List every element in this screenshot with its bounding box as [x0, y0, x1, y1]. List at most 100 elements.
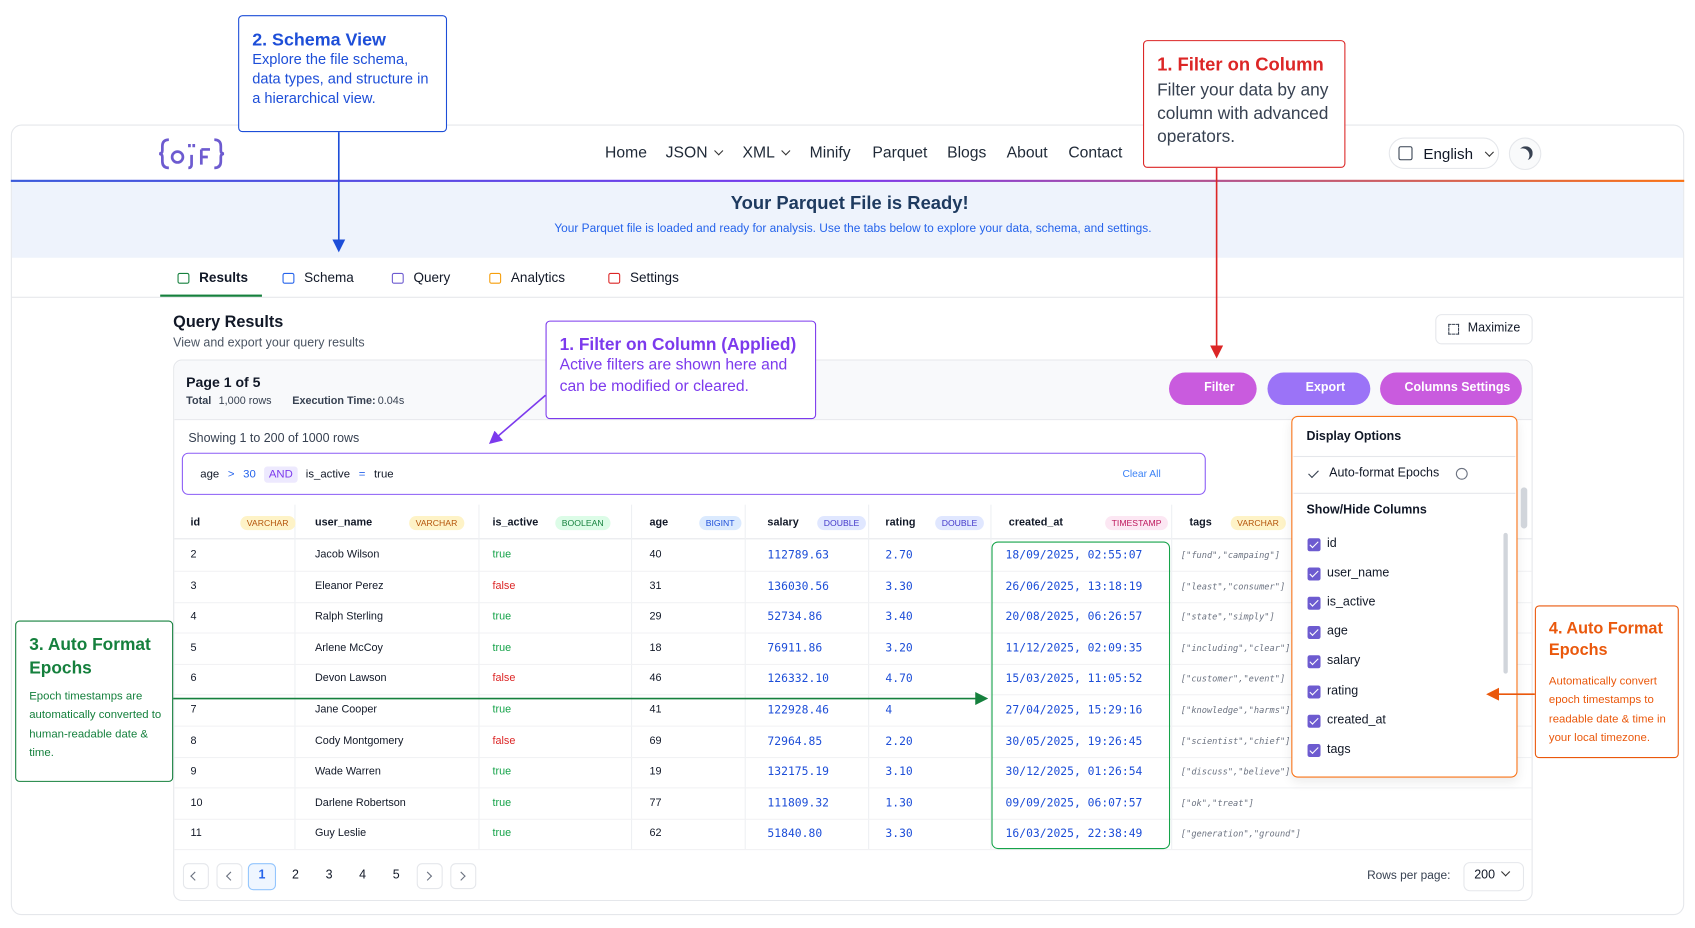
column-checkbox[interactable]: [1307, 596, 1321, 610]
table-cell: Jane Cooper: [314, 703, 377, 716]
maximize-button[interactable]: [1435, 314, 1533, 345]
annotation-title: 2. Schema View: [252, 30, 386, 50]
table-cell: ["state","simply"]: [1180, 612, 1275, 623]
toolbar-button[interactable]: [1168, 372, 1257, 406]
rows-per-page-value: 200: [1474, 867, 1511, 884]
column-toggle-label[interactable]: is_active: [1327, 595, 1376, 609]
table-cell: 6: [190, 672, 197, 685]
column-separator: [868, 504, 870, 850]
page-button[interactable]: 4: [359, 868, 367, 882]
tab-icon: [177, 272, 190, 284]
toolbar-button[interactable]: [1267, 372, 1371, 406]
column-checkbox[interactable]: [1307, 655, 1321, 669]
column-header[interactable]: salary: [767, 516, 799, 529]
table-cell: 62: [649, 827, 662, 840]
display-options-panel: [1291, 415, 1518, 778]
column-type-badge: BIGINT: [699, 516, 742, 531]
page-button[interactable]: 2: [292, 868, 299, 882]
tab[interactable]: Query: [413, 270, 451, 286]
exec-time: 0.04s: [377, 395, 405, 408]
table-cell: 41: [649, 703, 662, 716]
filter-joiner: AND: [264, 466, 298, 483]
panel-divider: [1293, 455, 1516, 458]
nav-link[interactable]: Home: [605, 144, 647, 162]
column-checkbox[interactable]: [1307, 567, 1321, 581]
nav-link[interactable]: Parquet: [872, 144, 928, 162]
clear-filters[interactable]: Clear All: [1122, 468, 1161, 481]
column-toggle-label[interactable]: age: [1327, 625, 1348, 639]
language-label: English: [1423, 145, 1494, 163]
tab[interactable]: Settings: [629, 270, 679, 286]
active-tab-underline: [160, 294, 262, 297]
table-cell: 20/08/2025, 06:26:57: [1005, 610, 1143, 624]
column-separator: [478, 504, 480, 850]
column-separator: [631, 504, 633, 850]
annotation-title: 4. Auto Format Epochs: [1548, 619, 1663, 660]
table-cell: Arlene McCoy: [314, 641, 383, 654]
page-button-active[interactable]: [247, 863, 277, 891]
nav-link[interactable]: Blogs: [947, 144, 987, 162]
table-cell: 9: [190, 765, 197, 778]
column-header[interactable]: age: [649, 516, 669, 529]
page-nav-button[interactable]: [450, 863, 477, 890]
nav-link[interactable]: About: [1006, 144, 1048, 162]
toolbar-button[interactable]: [1380, 372, 1522, 406]
table-cell: ["generation","ground"]: [1180, 829, 1301, 839]
row-divider: [174, 601, 1532, 603]
page-button[interactable]: 1: [258, 868, 266, 882]
table-cell: 76911.86: [767, 641, 823, 655]
column-header[interactable]: user_name: [314, 516, 373, 529]
table-cell: Jacob Wilson: [314, 549, 380, 561]
row-divider: [174, 570, 1532, 572]
column-checkbox[interactable]: [1307, 626, 1321, 640]
column-toggle-label[interactable]: id: [1327, 537, 1337, 551]
row-divider: [174, 849, 1532, 851]
column-toggle-label[interactable]: rating: [1327, 684, 1359, 698]
column-header[interactable]: id: [190, 516, 201, 529]
table-cell: Devon Lawson: [314, 672, 387, 685]
logo-icon: [159, 138, 225, 170]
rows-per-page-select[interactable]: [1463, 862, 1525, 892]
table-cell: 11/12/2025, 02:09:35: [1005, 641, 1143, 655]
table-cell: ["customer","event"]: [1180, 674, 1286, 685]
toolbar-button-label: Export: [1305, 381, 1346, 395]
nav-link[interactable]: JSON: [666, 144, 723, 163]
table-cell: 18: [649, 641, 662, 654]
exec-label: Execution Time:: [292, 395, 376, 408]
page-nav-button[interactable]: [216, 863, 243, 890]
nav-link[interactable]: XML: [743, 144, 791, 163]
annotation-body: Automatically convert epoch timestamps t…: [1548, 674, 1666, 744]
column-toggle-label[interactable]: created_at: [1327, 713, 1386, 727]
column-header[interactable]: is_active: [492, 516, 539, 529]
table-cell: 4.70: [885, 672, 913, 686]
page-nav-button[interactable]: [182, 863, 209, 890]
column-checkbox[interactable]: [1307, 538, 1321, 552]
filter-field: is_active: [305, 467, 351, 481]
page-nav-button[interactable]: [416, 863, 443, 890]
theme-toggle[interactable]: [1508, 137, 1542, 171]
nav-link[interactable]: Minify: [809, 144, 851, 162]
nav-link[interactable]: Contact: [1068, 144, 1123, 162]
column-toggle-label[interactable]: tags: [1327, 742, 1351, 756]
annotation-body: Active filters are shown here and can be…: [559, 356, 788, 395]
column-toggle-label[interactable]: user_name: [1327, 566, 1390, 580]
tab[interactable]: Schema: [304, 270, 354, 286]
panel-scrollbar: [1503, 532, 1508, 674]
table-cell: ["fund","campaing"]: [1180, 550, 1280, 561]
tab[interactable]: Analytics: [510, 270, 566, 286]
page-button[interactable]: 3: [325, 868, 333, 882]
column-checkbox[interactable]: [1307, 684, 1321, 698]
column-header[interactable]: rating: [885, 516, 916, 529]
language-select[interactable]: [1388, 137, 1500, 169]
annotation-title: 1. Filter on Column (Applied): [559, 335, 797, 355]
column-toggle-label[interactable]: salary: [1327, 654, 1361, 668]
column-type-badge: VARCHAR: [1230, 516, 1286, 531]
tab[interactable]: Results: [199, 270, 249, 286]
page-button[interactable]: 5: [392, 868, 400, 882]
column-separator: [744, 504, 746, 850]
column-header[interactable]: tags: [1189, 516, 1212, 529]
column-checkbox[interactable]: [1307, 743, 1321, 757]
auto-format-option[interactable]: Auto-format Epochs: [1329, 466, 1440, 480]
column-checkbox[interactable]: [1307, 714, 1321, 728]
column-header[interactable]: created_at: [1008, 516, 1063, 529]
